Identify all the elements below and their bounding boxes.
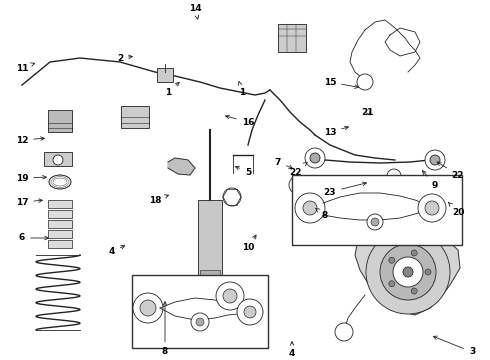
Bar	[198, 200, 222, 280]
Circle shape	[133, 293, 163, 323]
Circle shape	[289, 176, 307, 194]
Circle shape	[196, 318, 204, 326]
Text: 21: 21	[362, 108, 374, 117]
Circle shape	[411, 250, 417, 256]
Text: 23: 23	[324, 182, 367, 197]
Circle shape	[140, 300, 156, 316]
Text: 11: 11	[16, 63, 34, 72]
Bar	[157, 68, 173, 82]
Bar	[200, 270, 220, 290]
Circle shape	[387, 169, 401, 183]
Text: 3: 3	[434, 336, 475, 356]
Circle shape	[411, 288, 417, 294]
Text: 17: 17	[16, 198, 42, 207]
Bar	[121, 106, 149, 128]
Bar	[44, 152, 72, 166]
Circle shape	[425, 269, 431, 275]
Bar	[48, 200, 72, 208]
Circle shape	[389, 257, 395, 263]
Circle shape	[335, 323, 353, 341]
Circle shape	[294, 181, 302, 189]
Circle shape	[393, 257, 423, 287]
Circle shape	[367, 214, 383, 230]
Circle shape	[53, 155, 63, 165]
Circle shape	[244, 306, 256, 318]
Text: 22: 22	[289, 162, 307, 176]
Circle shape	[216, 282, 244, 310]
Text: 8: 8	[162, 302, 168, 356]
Circle shape	[430, 155, 440, 165]
Bar	[48, 110, 72, 132]
Text: 2: 2	[117, 54, 132, 63]
Circle shape	[366, 230, 450, 314]
Text: 1: 1	[165, 82, 179, 96]
Bar	[292, 175, 462, 245]
Text: 5: 5	[235, 166, 251, 176]
Text: 4: 4	[289, 342, 295, 359]
Polygon shape	[355, 220, 460, 315]
Circle shape	[237, 299, 263, 325]
Polygon shape	[168, 158, 195, 175]
Circle shape	[425, 201, 439, 215]
Ellipse shape	[49, 175, 71, 189]
Circle shape	[380, 244, 436, 300]
Circle shape	[223, 188, 241, 206]
Text: 16: 16	[225, 115, 254, 126]
Text: 20: 20	[448, 203, 464, 216]
Circle shape	[310, 153, 320, 163]
Circle shape	[295, 193, 325, 223]
Circle shape	[202, 300, 218, 316]
Bar	[48, 220, 72, 228]
Circle shape	[371, 218, 379, 226]
Text: 13: 13	[324, 126, 348, 136]
Text: 12: 12	[16, 135, 44, 144]
Text: 14: 14	[189, 4, 201, 19]
Circle shape	[425, 150, 445, 170]
Text: 8: 8	[316, 208, 328, 220]
Text: 18: 18	[149, 195, 169, 204]
Bar	[48, 230, 72, 238]
Circle shape	[305, 148, 325, 168]
Bar	[278, 24, 306, 52]
Circle shape	[303, 201, 317, 215]
Text: 6: 6	[19, 234, 49, 243]
Circle shape	[357, 74, 373, 90]
Circle shape	[191, 313, 209, 331]
Text: 7: 7	[275, 158, 293, 169]
Text: 22: 22	[437, 162, 464, 180]
Circle shape	[418, 194, 446, 222]
Text: 1: 1	[238, 81, 245, 96]
Text: 15: 15	[324, 77, 358, 89]
Text: 9: 9	[422, 171, 438, 189]
Circle shape	[389, 281, 395, 287]
Bar	[48, 240, 72, 248]
Text: 10: 10	[242, 235, 256, 252]
Bar	[132, 275, 268, 348]
Bar	[48, 210, 72, 218]
Circle shape	[223, 289, 237, 303]
Text: 4: 4	[109, 246, 124, 256]
Text: 19: 19	[16, 174, 46, 183]
Circle shape	[411, 203, 425, 217]
Circle shape	[403, 267, 413, 277]
